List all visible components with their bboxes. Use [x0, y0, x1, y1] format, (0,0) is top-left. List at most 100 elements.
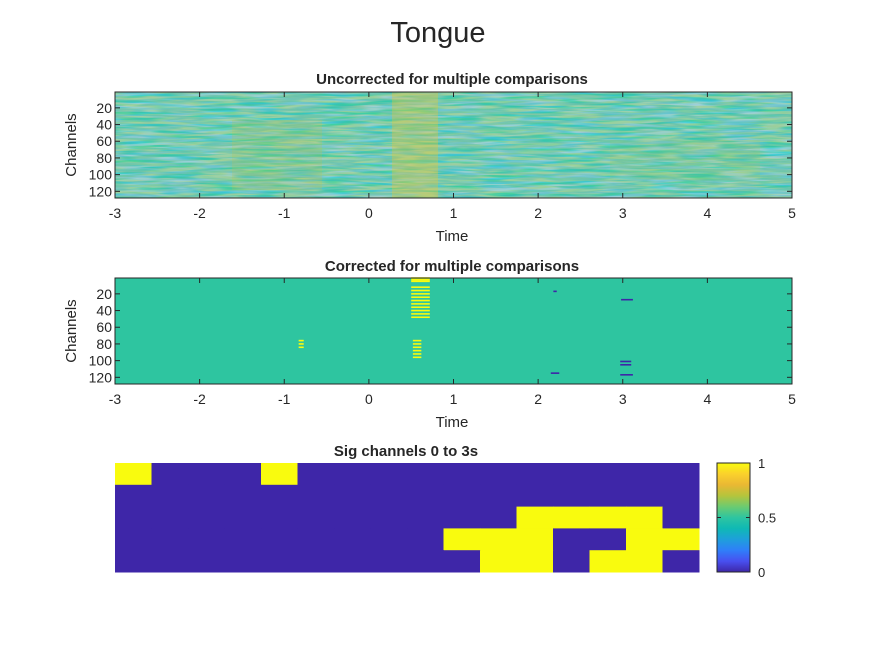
sig-cell: [553, 550, 590, 573]
sig-cell: [115, 506, 152, 529]
sig-cell: [115, 463, 152, 486]
sig-cell: [516, 506, 554, 529]
x-tick-label: -2: [193, 391, 206, 407]
sig-cell: [553, 528, 590, 551]
y-tick-label: 20: [96, 286, 112, 302]
x-tick-label: 2: [534, 391, 542, 407]
figure-title: Tongue: [390, 17, 485, 49]
significant-negative-mark: [620, 360, 632, 363]
sig-cell: [224, 506, 262, 529]
significant-positive-mark: [412, 339, 422, 342]
sig-cell: [407, 463, 444, 486]
y-tick-label: 120: [89, 369, 113, 385]
y-tick-label: 60: [96, 133, 112, 149]
significant-negative-mark: [621, 298, 633, 301]
uncorrected-xlabel: Time: [436, 228, 469, 245]
sig-cell: [443, 484, 481, 508]
sig-cell: [662, 550, 700, 573]
sig-cell: [589, 506, 627, 529]
significant-positive-mark: [412, 343, 422, 345]
sig-cell: [626, 506, 663, 529]
sig-cell: [261, 484, 298, 508]
sig-cell: [115, 484, 152, 508]
significant-positive-mark: [411, 313, 430, 315]
sig-cell: [297, 463, 335, 486]
sig-cell: [297, 506, 335, 529]
sig-cell: [151, 463, 189, 486]
sig-channels-panel: Sig channels 0 to 3s: [115, 443, 700, 573]
significant-positive-mark: [298, 343, 304, 345]
sig-cell: [480, 550, 517, 573]
significant-positive-mark: [412, 356, 422, 359]
corrected-title: Corrected for multiple comparisons: [325, 258, 579, 275]
sig-cell: [480, 506, 517, 529]
significant-positive-mark: [411, 289, 430, 292]
sig-cell: [407, 528, 444, 551]
x-tick-label: 2: [534, 205, 542, 221]
sig-cell: [589, 463, 627, 486]
sig-cell: [443, 463, 481, 486]
sig-cell: [188, 463, 225, 486]
sig-cell: [261, 463, 298, 486]
significant-negative-mark: [620, 364, 632, 366]
y-tick-label: 100: [89, 167, 113, 183]
sig-cell: [370, 506, 408, 529]
sig-channels-grid: [115, 463, 700, 573]
sig-cell: [224, 463, 262, 486]
significant-positive-mark: [298, 339, 304, 342]
uncorrected-band-2: [232, 120, 322, 190]
colorbar-tick-label: 0.5: [758, 511, 776, 526]
sig-cell: [443, 550, 481, 573]
sig-cell: [553, 484, 590, 508]
significant-positive-mark: [298, 346, 304, 349]
sig-cell: [480, 528, 517, 551]
x-tick-label: -3: [109, 391, 122, 407]
significant-positive-mark: [412, 349, 422, 352]
x-tick-label: 5: [788, 205, 796, 221]
sig-cell: [370, 550, 408, 573]
x-tick-label: 0: [365, 391, 373, 407]
significant-negative-mark: [620, 374, 633, 376]
uncorrected-band-1: [392, 92, 438, 198]
sig-cell: [589, 528, 627, 551]
x-tick-label: 1: [450, 205, 458, 221]
significant-positive-mark: [411, 280, 430, 283]
y-tick-label: 40: [96, 303, 112, 319]
significant-positive-mark: [411, 309, 430, 312]
sig-cell: [334, 528, 371, 551]
sig-cell: [115, 550, 152, 573]
significant-positive-mark: [412, 353, 422, 355]
y-tick-label: 20: [96, 100, 112, 116]
significant-negative-mark: [550, 372, 560, 374]
sig-cell: [115, 528, 152, 551]
sig-cell: [370, 528, 408, 551]
sig-cell: [334, 550, 371, 573]
sig-cell: [626, 484, 663, 508]
y-tick-label: 60: [96, 319, 112, 335]
x-tick-label: 4: [703, 391, 711, 407]
significant-positive-mark: [412, 346, 422, 349]
sig-cell: [443, 528, 481, 551]
x-tick-label: -1: [278, 205, 291, 221]
colorbar-tick-label: 1: [758, 456, 765, 471]
sig-cell: [261, 550, 298, 573]
x-tick-label: -1: [278, 391, 291, 407]
sig-cell: [589, 484, 627, 508]
sig-cell: [151, 550, 189, 573]
y-tick-label: 40: [96, 117, 112, 133]
sig-cell: [224, 550, 262, 573]
x-tick-label: 0: [365, 205, 373, 221]
colorbar-tick-label: 0: [758, 565, 765, 580]
sig-cell: [370, 484, 408, 508]
corrected-heatmap-marks: [298, 277, 633, 376]
sig-cell: [188, 506, 225, 529]
y-tick-label: 120: [89, 183, 113, 199]
corrected-ylabel: Channels: [63, 299, 80, 362]
sig-cell: [516, 528, 554, 551]
sig-cell: [553, 463, 590, 486]
sig-cell: [626, 528, 663, 551]
sig-cell: [151, 506, 189, 529]
